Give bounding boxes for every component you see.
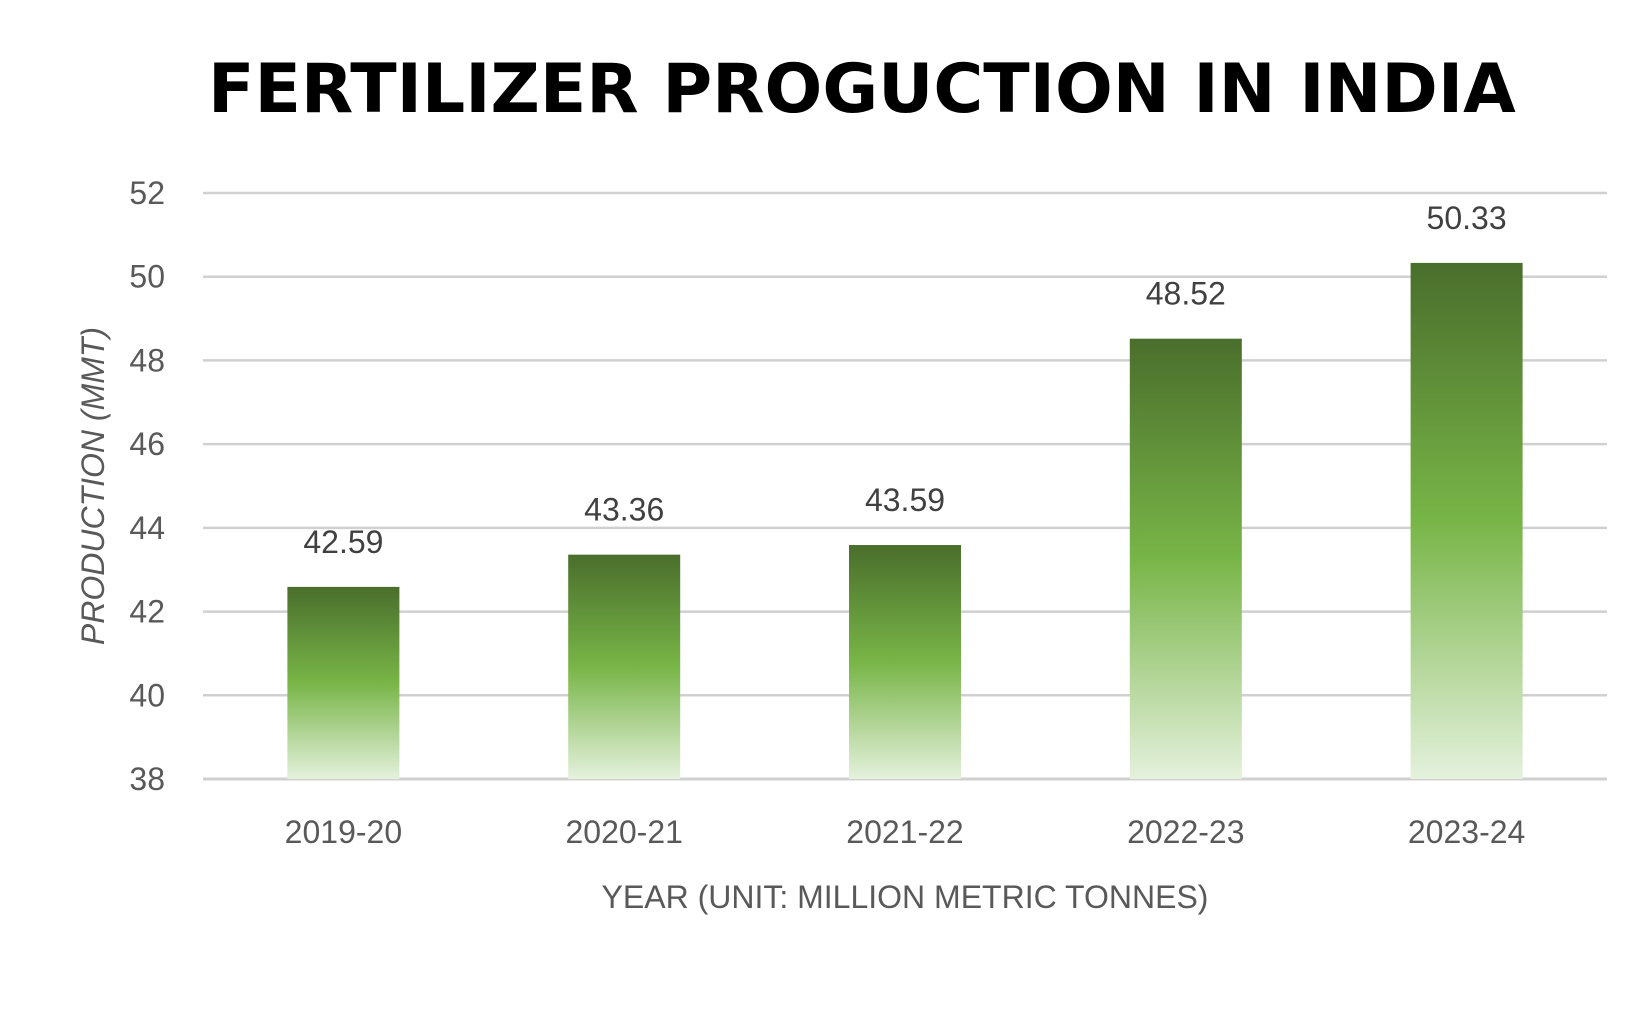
x-tick-label: 2023-24	[1408, 814, 1525, 850]
data-label: 43.59	[865, 482, 945, 518]
x-tick-label: 2021-22	[846, 814, 963, 850]
bar-2019-20	[287, 586, 400, 779]
bar-2021-22	[849, 545, 961, 779]
y-axis-title: PRODUCTION (MMT)	[75, 327, 111, 645]
x-tick-label: 2022-23	[1127, 814, 1244, 850]
y-tick-label: 40	[129, 677, 165, 713]
y-tick-label: 38	[129, 761, 165, 797]
data-label: 48.52	[1146, 276, 1226, 312]
bar-2023-24	[1410, 262, 1523, 779]
x-axis-ticks: 2019-20 2020-21 2021-22 2022-23 2023-24	[285, 814, 1526, 850]
x-tick-label: 2019-20	[285, 814, 402, 850]
data-label: 42.59	[303, 524, 383, 560]
y-axis-ticks: 38 40 42 44 46 48 50 52	[129, 175, 165, 797]
x-tick-label: 2020-21	[565, 814, 682, 850]
data-labels: 42.59 43.36 43.59 48.52 50.33	[303, 200, 1506, 560]
bar-2022-23	[1129, 338, 1242, 779]
gridlines	[203, 191, 1607, 781]
y-tick-label: 52	[129, 175, 165, 211]
bar-2020-21	[568, 554, 681, 779]
y-tick-label: 48	[129, 342, 165, 378]
y-tick-label: 50	[129, 259, 165, 295]
data-label: 50.33	[1427, 200, 1507, 236]
data-label: 43.36	[584, 492, 664, 528]
y-tick-label: 46	[129, 426, 165, 462]
x-axis-title: YEAR (UNIT: MILLION METRIC TONNES)	[602, 879, 1209, 915]
bars	[287, 262, 1523, 779]
chart-title: FERTILIZER PROGUCTION IN INDIA	[208, 50, 1516, 129]
y-tick-label: 42	[129, 594, 165, 630]
y-tick-label: 44	[129, 510, 165, 546]
